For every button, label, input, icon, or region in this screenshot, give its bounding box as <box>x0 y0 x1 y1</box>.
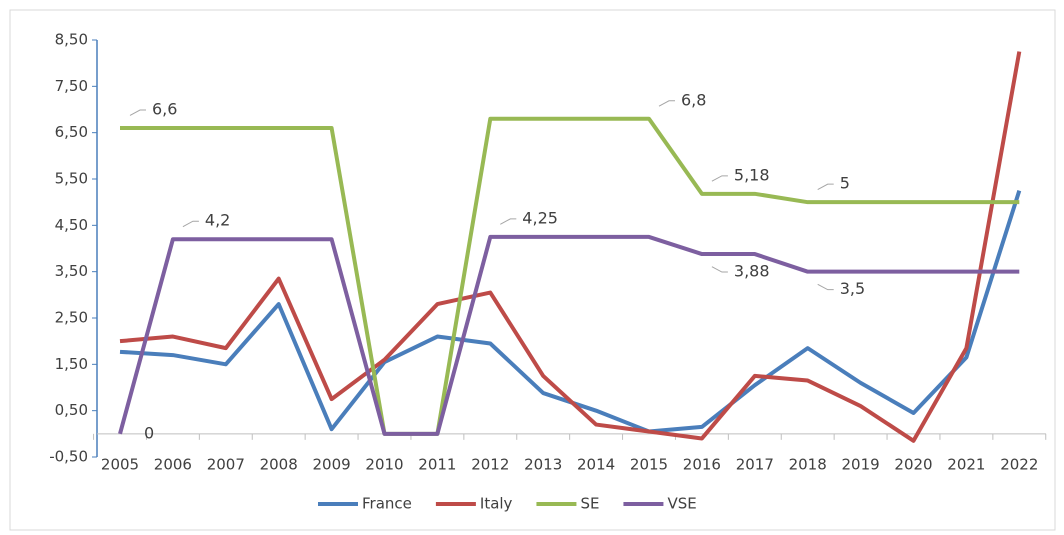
y-tick-label: 0,50 <box>55 401 88 419</box>
x-tick-label: 2008 <box>260 456 298 474</box>
x-tick-label: 2021 <box>947 456 985 474</box>
data-label: 6,6 <box>152 100 177 119</box>
x-tick-label: 2018 <box>789 456 827 474</box>
y-tick-label: -0,50 <box>49 448 88 466</box>
series-line <box>118 234 1020 436</box>
data-label: 0 <box>144 423 154 442</box>
legend-label: Italy <box>480 495 513 513</box>
y-tick-label: 7,50 <box>55 77 88 95</box>
legend-label: SE <box>580 495 599 513</box>
x-tick-label: 2020 <box>894 456 932 474</box>
x-tick-label: 2009 <box>313 456 351 474</box>
x-tick-label: 2010 <box>365 456 403 474</box>
x-tick-label: 2019 <box>842 456 880 474</box>
x-tick-label: 2012 <box>471 456 509 474</box>
y-tick-label: 4,50 <box>55 216 88 234</box>
series-line <box>119 51 1022 443</box>
data-label: 6,8 <box>681 90 706 109</box>
x-tick-label: 2016 <box>683 456 721 474</box>
label-leader <box>129 109 146 116</box>
label-leader <box>182 220 199 228</box>
label-leader <box>500 218 517 225</box>
data-label: 4,25 <box>522 208 558 227</box>
y-tick-label: 1,50 <box>55 355 88 373</box>
label-leader <box>817 283 834 291</box>
label-leader <box>711 266 728 273</box>
legend-label: VSE <box>667 495 696 513</box>
x-tick-label: 2017 <box>736 456 774 474</box>
y-tick-label: 8,50 <box>55 31 88 49</box>
y-tick-label: 5,50 <box>55 170 88 188</box>
data-label: 3,88 <box>734 262 770 281</box>
legend-label: France <box>362 495 412 513</box>
series-line <box>120 116 1020 436</box>
data-label: 3,5 <box>840 279 865 298</box>
y-tick-label: 6,50 <box>55 123 88 141</box>
x-tick-label: 2015 <box>630 456 668 474</box>
y-tick-label: 3,50 <box>55 262 88 280</box>
y-tick-label: 2,50 <box>55 309 88 327</box>
label-leader <box>658 100 675 107</box>
x-tick-label: 2007 <box>207 456 245 474</box>
x-tick-label: 2006 <box>154 456 192 474</box>
label-leader <box>711 175 728 182</box>
data-label: 5,18 <box>734 165 770 184</box>
label-leader <box>817 183 834 191</box>
x-tick-label: 2011 <box>418 456 456 474</box>
chart-border <box>9 9 1056 531</box>
x-tick-label: 2014 <box>577 456 615 474</box>
x-tick-label: 2013 <box>524 456 562 474</box>
data-label: 5 <box>840 174 850 193</box>
x-tick-label: 2005 <box>101 456 139 474</box>
data-label: 4,2 <box>205 211 230 230</box>
x-tick-label: 2022 <box>1000 456 1038 474</box>
